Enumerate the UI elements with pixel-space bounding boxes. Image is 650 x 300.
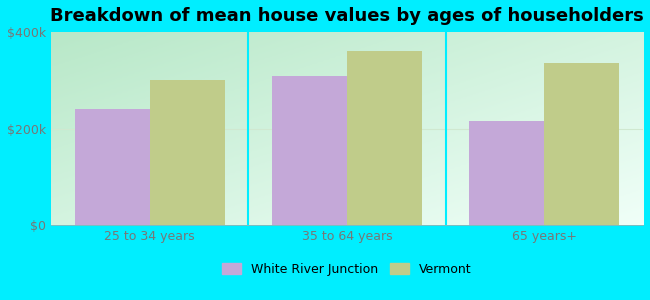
Bar [272,76,347,225]
Bar [544,64,619,225]
Bar [150,80,225,225]
Legend: White River Junction, Vermont: White River Junction, Vermont [217,258,477,281]
Bar [469,122,544,225]
Title: Breakdown of mean house values by ages of householders: Breakdown of mean house values by ages o… [50,7,644,25]
Bar [347,51,422,225]
Bar [75,110,150,225]
